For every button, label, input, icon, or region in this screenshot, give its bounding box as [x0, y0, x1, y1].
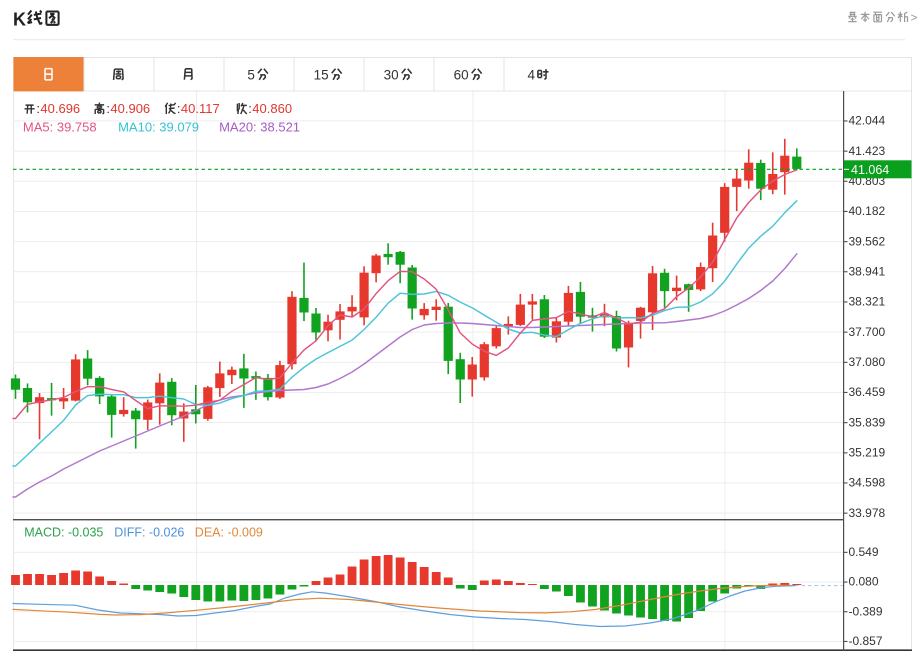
- svg-text:34.598: 34.598: [849, 476, 886, 490]
- svg-text:38.941: 38.941: [849, 264, 886, 278]
- svg-text:40.906: 40.906: [110, 101, 150, 116]
- svg-text:40.182: 40.182: [849, 204, 886, 218]
- svg-text:DEA: -0.009: DEA: -0.009: [195, 525, 263, 539]
- svg-text:36.459: 36.459: [849, 385, 886, 399]
- svg-text:40.117: 40.117: [181, 101, 220, 116]
- svg-text:0.080: 0.080: [849, 575, 879, 589]
- svg-text:41.064: 41.064: [851, 163, 889, 177]
- svg-text:-0.389: -0.389: [849, 604, 883, 618]
- svg-text:60: 60: [454, 68, 469, 83]
- svg-text:>: >: [911, 11, 918, 25]
- svg-text:40.860: 40.860: [252, 101, 292, 116]
- svg-text:33.978: 33.978: [849, 506, 886, 520]
- svg-text:MACD: -0.035: MACD: -0.035: [24, 525, 103, 539]
- svg-text:37.080: 37.080: [849, 355, 886, 369]
- svg-text:30: 30: [384, 68, 399, 83]
- svg-text:MA5: 39.758: MA5: 39.758: [23, 119, 97, 134]
- svg-text:MA10: 39.079: MA10: 39.079: [118, 119, 199, 134]
- svg-text:42.044: 42.044: [849, 114, 886, 128]
- svg-text::: :: [36, 101, 40, 116]
- svg-text:0.549: 0.549: [849, 545, 879, 559]
- svg-text:4: 4: [528, 68, 536, 83]
- svg-text:-0.857: -0.857: [849, 634, 883, 648]
- svg-text:K: K: [13, 10, 26, 30]
- svg-text::: :: [248, 101, 252, 116]
- svg-text:MA20: 38.521: MA20: 38.521: [219, 119, 300, 134]
- svg-text::: :: [106, 101, 110, 116]
- svg-text:35.219: 35.219: [849, 446, 886, 460]
- svg-text:39.562: 39.562: [849, 234, 886, 248]
- svg-text:5: 5: [247, 68, 255, 83]
- svg-text::: :: [177, 101, 181, 116]
- svg-text:DIFF: -0.026: DIFF: -0.026: [114, 525, 184, 539]
- svg-text:38.321: 38.321: [849, 295, 886, 309]
- svg-text:15: 15: [314, 68, 329, 83]
- svg-text:37.700: 37.700: [849, 325, 886, 339]
- svg-text:40.696: 40.696: [40, 101, 80, 116]
- svg-text:41.423: 41.423: [849, 144, 886, 158]
- svg-text:35.839: 35.839: [849, 415, 886, 429]
